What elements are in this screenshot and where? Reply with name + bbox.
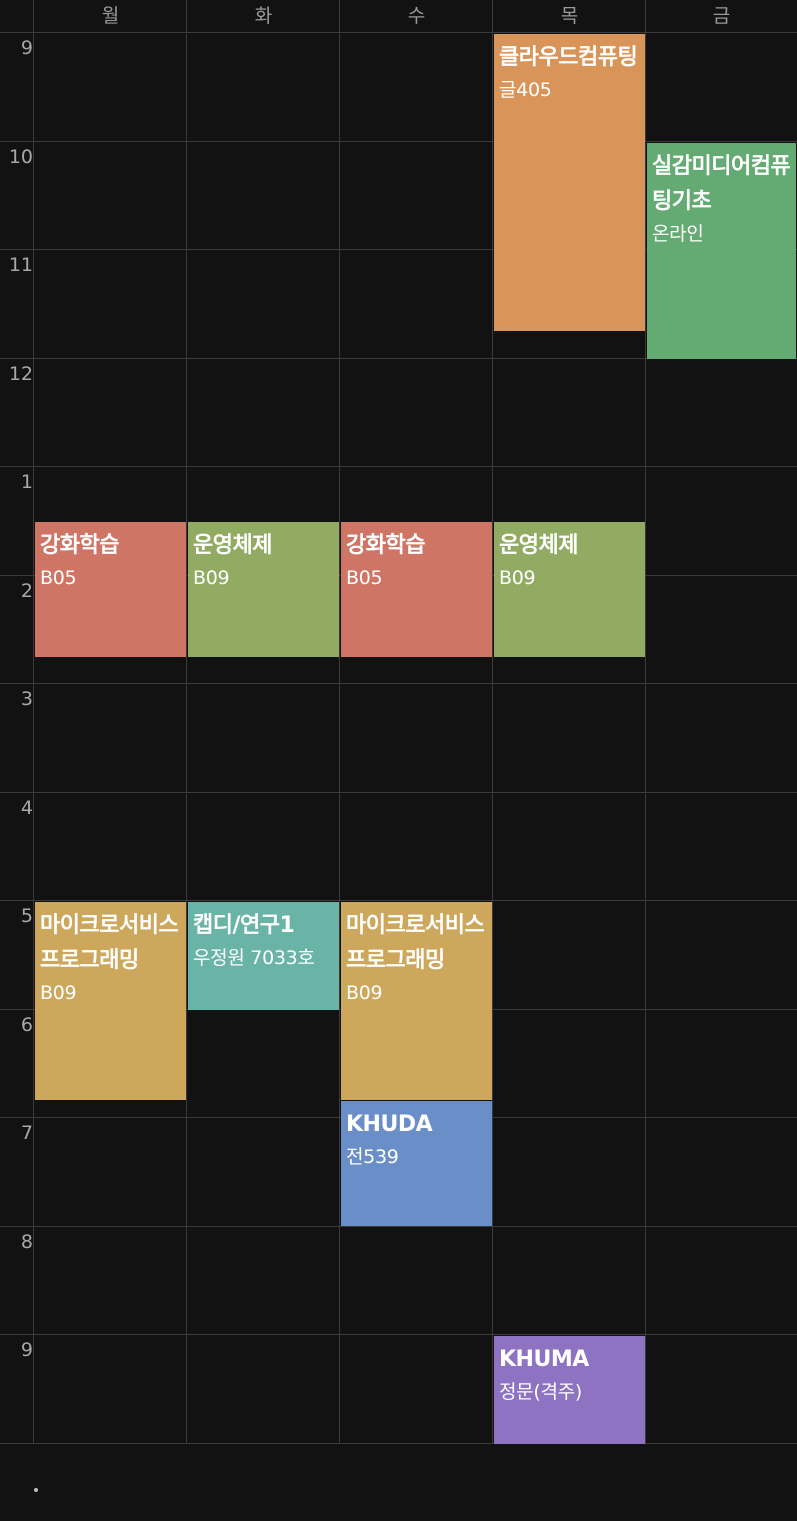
- course-block[interactable]: 강화학습 B05: [35, 522, 186, 657]
- course-block[interactable]: 마이크로서비스프로그래밍 B09: [341, 902, 492, 1100]
- hour-label: 7: [20, 1122, 33, 1144]
- course-name: 실감미디어컴퓨팅기초: [652, 153, 791, 214]
- course-block[interactable]: 강화학습 B05: [341, 522, 492, 657]
- course-name: 마이크로서비스프로그래밍: [40, 913, 179, 973]
- day-header-row: 월 화 수 목 금: [0, 0, 797, 33]
- course-room: B09: [40, 982, 77, 1004]
- hour-label: 5: [20, 905, 33, 927]
- course-name: 운영체제: [499, 533, 578, 559]
- indicator-dot: [34, 1488, 38, 1492]
- day-label-thu: 목: [560, 5, 579, 27]
- course-room: B09: [193, 567, 230, 590]
- course-name: 마이크로서비스프로그래밍: [346, 913, 485, 973]
- hour-label: 3: [20, 688, 33, 710]
- course-room: B05: [40, 567, 77, 590]
- hour-label: 4: [20, 796, 33, 819]
- course-block[interactable]: KHUDA 전539: [341, 1100, 492, 1227]
- timetable-grid: 월 화 수 목 금 9 10 11 12 1 2 3 4 5 6 7 8 9 클…: [0, 0, 797, 1444]
- course-room: 전539: [346, 1145, 399, 1168]
- course-block[interactable]: 마이크로서비스프로그래밍 B09: [35, 902, 186, 1100]
- course-name: 강화학습: [40, 533, 119, 559]
- hour-row: 11: [0, 250, 797, 359]
- hour-label: 12: [8, 362, 33, 385]
- hour-row: 4: [0, 793, 797, 901]
- hour-row: 3: [0, 684, 797, 793]
- course-block[interactable]: KHUMA 정문(격주): [494, 1336, 645, 1444]
- hour-row: 9: [0, 1335, 797, 1444]
- day-label-mon: 월: [101, 5, 120, 27]
- bottom-empty-area: [0, 1444, 797, 1521]
- course-block[interactable]: 캡디/연구1 우정원 7033호: [188, 902, 339, 1010]
- day-label-wed: 수: [407, 5, 426, 27]
- hour-label: 8: [20, 1230, 33, 1253]
- hour-label: 9: [20, 1339, 33, 1361]
- hour-row: 9: [0, 33, 797, 142]
- hour-label: 1: [20, 471, 33, 493]
- hour-label: 11: [8, 254, 33, 276]
- hour-label: 10: [8, 145, 33, 168]
- grid-column-divider: [492, 0, 493, 1444]
- course-name: 클라우드컴퓨팅: [499, 45, 638, 70]
- hour-label: 9: [20, 37, 33, 59]
- hour-label: 6: [20, 1013, 33, 1036]
- grid-column-divider: [339, 0, 340, 1444]
- course-name: 강화학습: [346, 533, 425, 559]
- course-room: 온라인: [652, 222, 704, 245]
- hour-label: 2: [20, 579, 33, 602]
- hour-row: 2: [0, 576, 797, 684]
- course-name: KHUMA: [499, 1347, 589, 1372]
- course-block[interactable]: 운영체제 B09: [188, 522, 339, 657]
- course-room: 정문(격주): [499, 1381, 582, 1403]
- grid-column-divider: [33, 0, 34, 1444]
- course-name: 캡디/연구1: [193, 913, 295, 938]
- course-block[interactable]: 운영체제 B09: [494, 522, 645, 657]
- course-room: B05: [346, 567, 383, 590]
- course-room: 글405: [499, 79, 552, 101]
- grid-column-divider: [186, 0, 187, 1444]
- course-name: 운영체제: [193, 533, 272, 559]
- day-label-fri: 금: [712, 5, 731, 27]
- course-room: B09: [346, 982, 383, 1004]
- day-label-tue: 화: [254, 5, 273, 27]
- course-room: 우정원 7033호: [193, 947, 315, 969]
- hour-row: 12: [0, 359, 797, 467]
- course-room: B09: [499, 567, 536, 590]
- hour-row: 10: [0, 142, 797, 250]
- course-name: KHUDA: [346, 1111, 433, 1137]
- grid-column-divider: [645, 0, 646, 1444]
- hour-row: 8: [0, 1227, 797, 1335]
